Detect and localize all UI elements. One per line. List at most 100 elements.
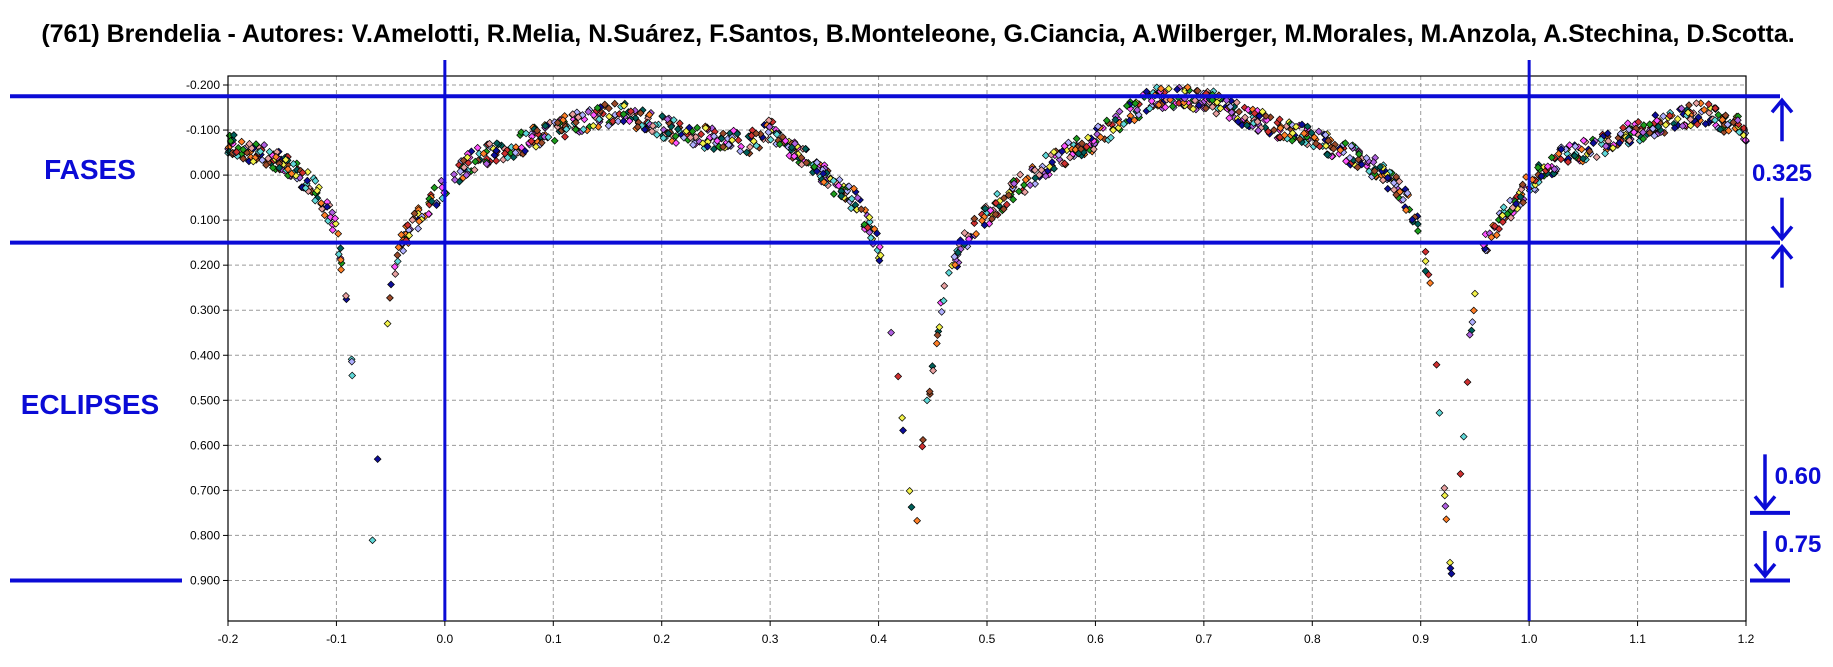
data-point [1639,121,1648,130]
data-point [870,225,879,233]
data-point [834,181,843,190]
data-point [925,387,934,396]
data-point [1031,166,1039,175]
data-point [907,503,916,512]
data-point [281,155,290,164]
data-point [653,130,661,139]
data-point [455,161,463,169]
data-point [532,142,540,151]
data-point [1194,101,1203,110]
data-point [709,145,718,153]
arrow-up-mid-head [1770,243,1794,260]
data-point [541,121,550,130]
data-point [686,133,695,142]
data-point [985,219,994,228]
data-point [932,339,941,348]
data-point [1288,129,1297,137]
data-point [1241,113,1249,122]
x-tick-label: 0.0 [437,632,454,646]
data-point [685,123,694,132]
data-point [972,230,980,238]
data-point [1189,105,1198,113]
data-point [865,213,874,222]
y-tick-label: 0.000 [190,168,220,182]
data-point [1000,194,1008,203]
data-point [1685,101,1693,110]
data-point [1362,154,1371,162]
data-point [347,357,356,366]
data-point [1408,215,1417,224]
data-point [485,139,494,148]
data-point [1122,101,1131,110]
y-tick-label: 0.700 [190,483,220,497]
data-point [1389,178,1398,187]
data-point [1565,141,1574,150]
data-point [937,307,946,316]
data-point [301,184,310,192]
data-point [284,165,292,174]
data-point [1678,122,1687,130]
data-point [1499,203,1508,212]
data-point [1723,120,1732,129]
data-point [703,142,712,151]
data-point [697,130,706,139]
data-point [749,137,758,146]
data-point [1322,142,1330,150]
data-point [1733,116,1742,125]
data-point [1426,279,1435,287]
data-point [1459,432,1468,441]
data-point [1414,227,1422,235]
data-point [986,206,995,215]
data-point [1208,102,1217,111]
data-point [1341,139,1350,148]
arrow-up-top-head [1770,97,1794,114]
data-point [394,243,403,252]
data-point [492,146,501,155]
data-point [1225,114,1234,123]
data-point [663,115,672,124]
x-tick-label: 0.6 [1087,632,1104,646]
data-point [1307,128,1316,137]
data-point [1519,198,1528,207]
data-point [689,140,697,149]
data-point [724,140,733,149]
data-point [1654,122,1663,131]
data-point [1653,116,1661,125]
data-point [672,139,680,147]
data-point [935,323,944,331]
arrow-down-mid-head [1770,225,1794,242]
data-point [1066,153,1074,162]
data-point [430,183,439,192]
data-point [742,148,751,157]
data-point [1661,120,1670,129]
data-point [1516,192,1525,201]
data-point [1037,166,1046,174]
data-point [1310,133,1319,142]
data-point [1258,107,1267,116]
data-point [1395,177,1404,186]
data-point [633,123,642,131]
x-tick-label: 1.0 [1521,632,1538,646]
x-tick-label: 0.1 [545,632,562,646]
data-point [1694,113,1703,122]
data-point [875,256,884,265]
data-point [1096,133,1105,142]
data-point [1469,306,1478,315]
data-point [399,246,408,255]
data-point [1498,218,1507,226]
data-point [1645,120,1654,129]
data-point [1253,117,1262,126]
data-point [970,214,979,223]
data-point [1106,133,1115,142]
data-point [899,426,907,435]
data-point [775,140,784,149]
data-point [905,487,914,495]
data-point [232,148,241,156]
data-point [752,129,761,138]
data-point [876,251,885,260]
data-point [640,125,649,134]
data-point [1392,190,1401,199]
data-point [544,133,553,142]
data-point [334,250,343,259]
data-point [1049,148,1058,156]
